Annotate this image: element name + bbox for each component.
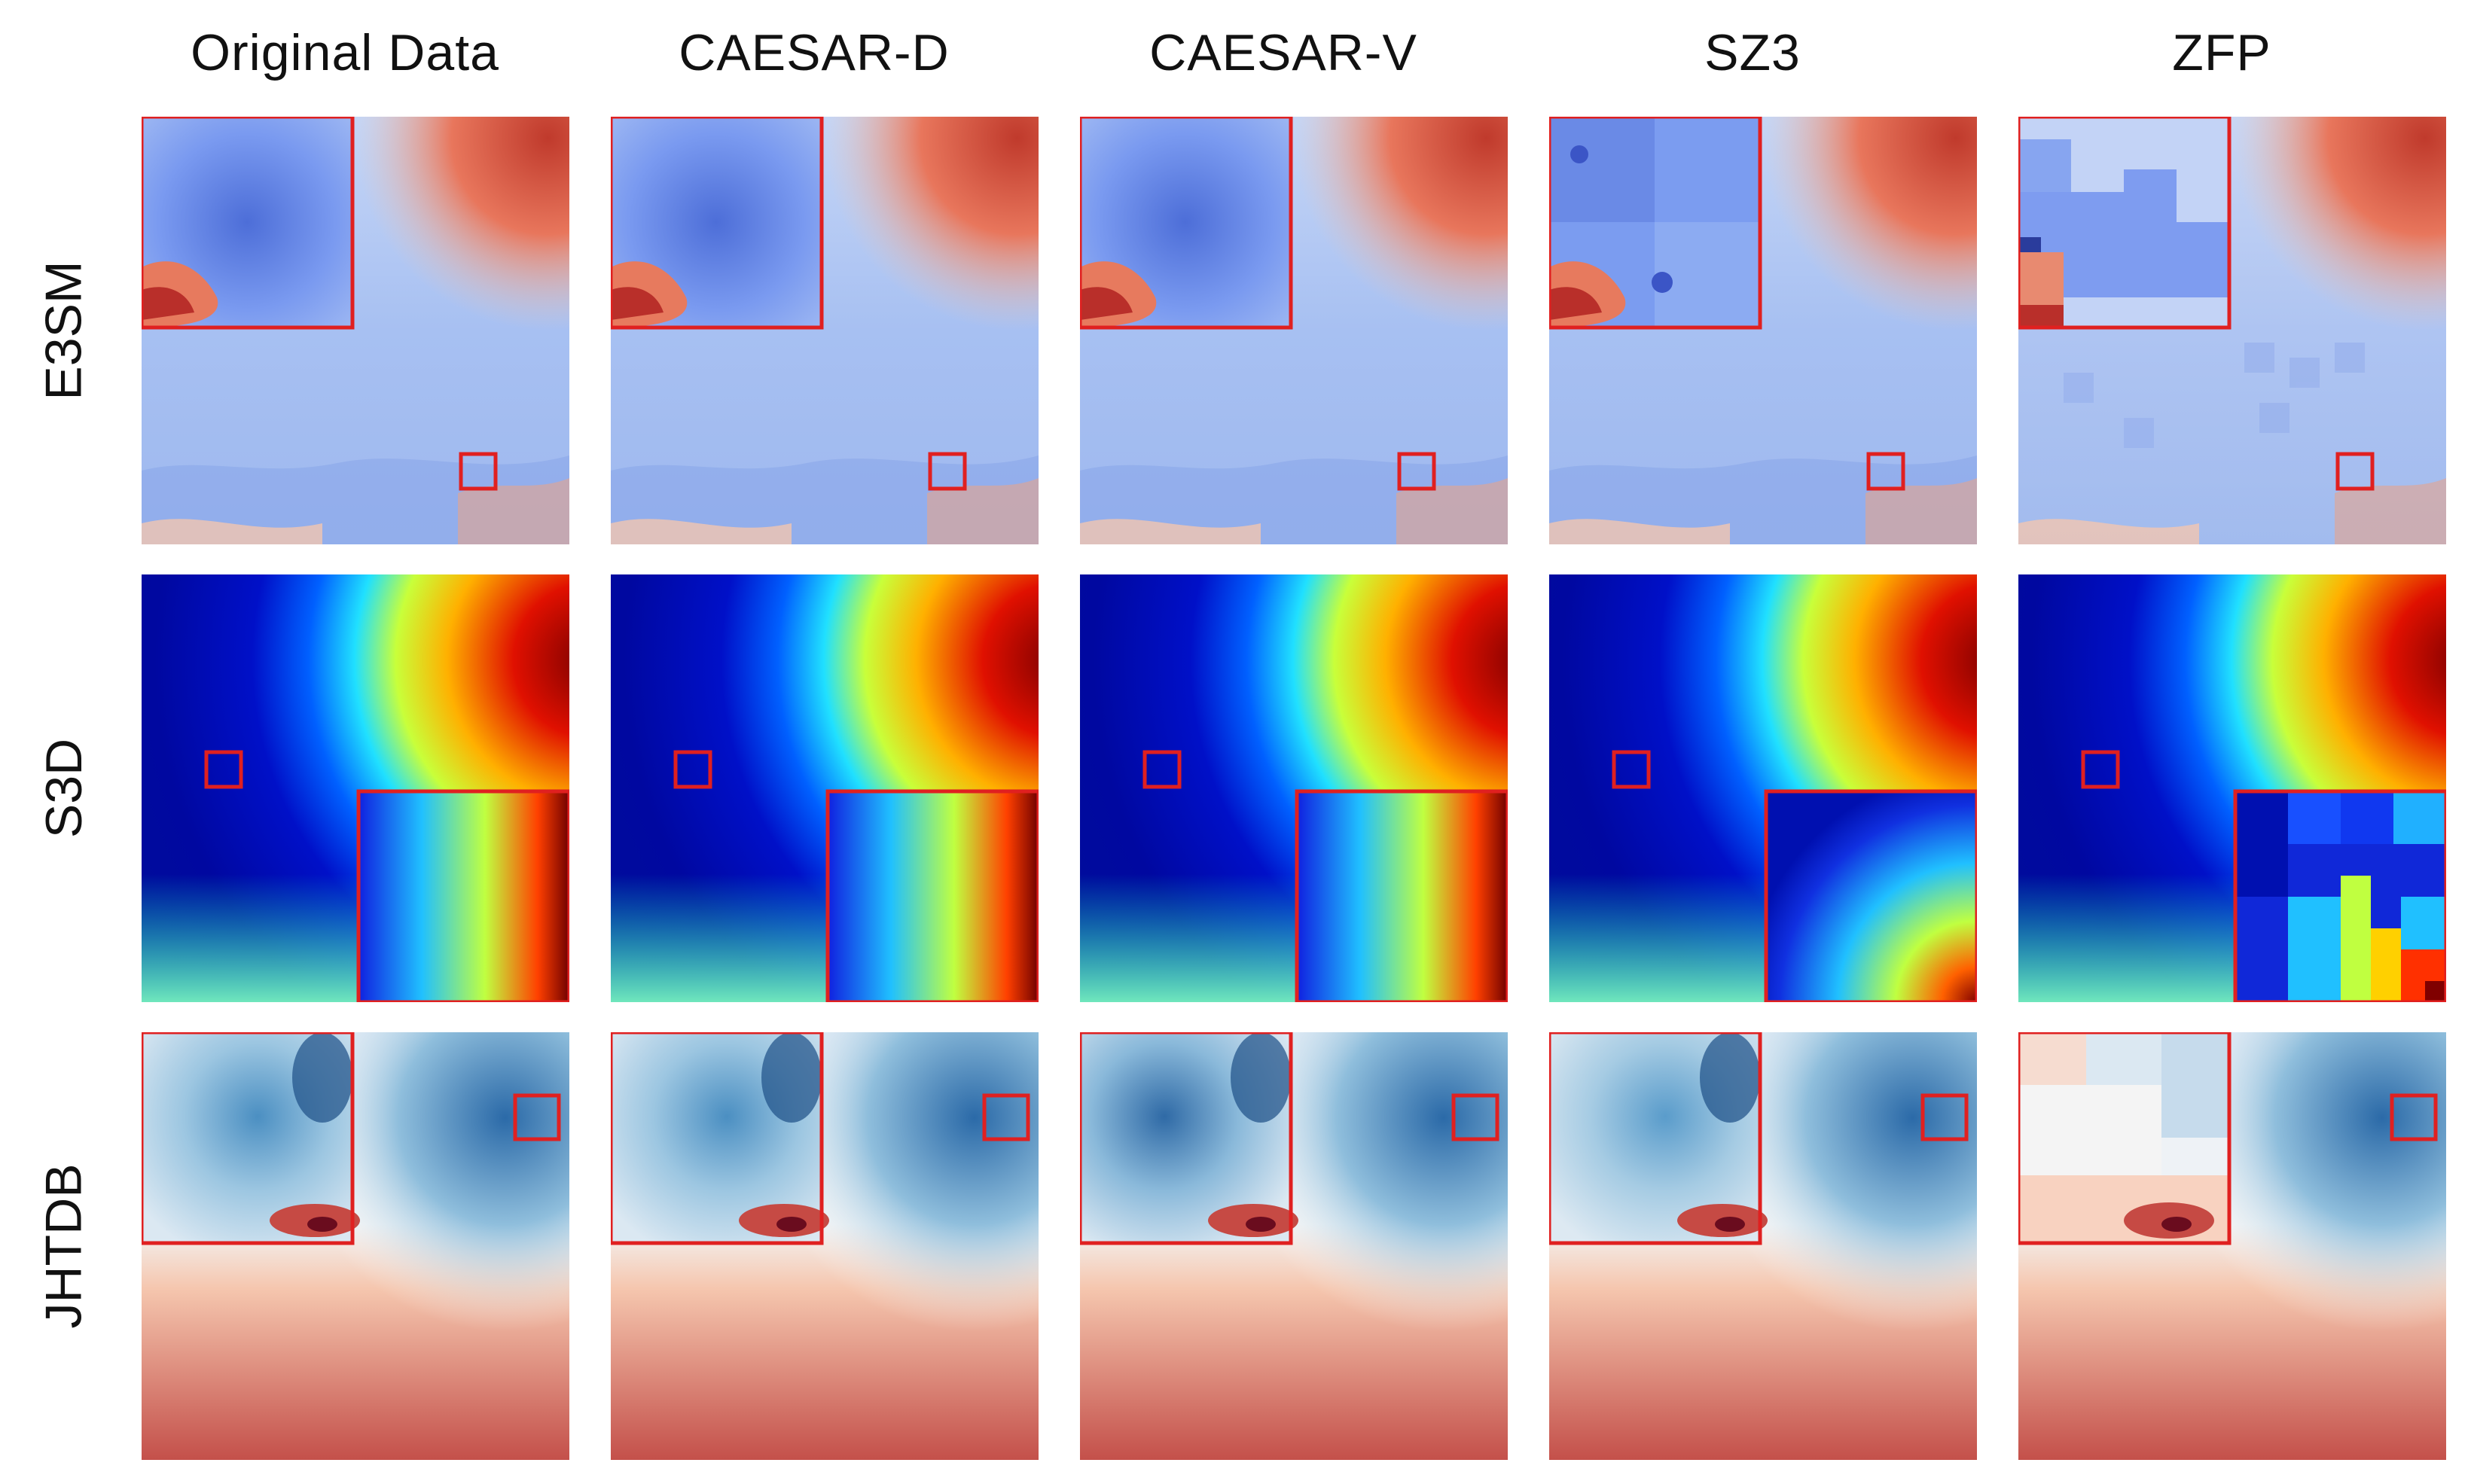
panel-jhtdb-sz3: [1549, 1032, 1977, 1460]
panel-e3sm-sz3: [1549, 117, 1977, 544]
panel-e3sm-caesar-d: [611, 117, 1039, 544]
row-header-jhtdb: JHTDB: [35, 1163, 93, 1329]
column-header-original: Original Data: [191, 24, 499, 81]
row-header-e3sm: E3SM: [35, 261, 93, 401]
column-header-sz3: SZ3: [1704, 24, 1801, 81]
panel-e3sm-zfp: [2018, 117, 2446, 544]
panel-s3d-zfp: [2018, 574, 2446, 1002]
panel-e3sm-original: [142, 117, 569, 544]
panel-s3d-caesar-v: [1080, 574, 1508, 1002]
column-header-caesar-v: CAESAR-V: [1149, 24, 1417, 81]
panel-s3d-original: [142, 574, 569, 1002]
panel-s3d-caesar-d: [611, 574, 1039, 1002]
panel-jhtdb-caesar-d: [611, 1032, 1039, 1460]
panel-jhtdb-original: [142, 1032, 569, 1460]
panel-e3sm-caesar-v: [1080, 117, 1508, 544]
panel-s3d-sz3: [1549, 574, 1977, 1002]
row-header-s3d: S3D: [35, 738, 93, 839]
column-header-caesar-d: CAESAR-D: [679, 24, 950, 81]
panel-jhtdb-zfp: [2018, 1032, 2446, 1460]
column-header-zfp: ZFP: [2172, 24, 2271, 81]
panel-jhtdb-caesar-v: [1080, 1032, 1508, 1460]
